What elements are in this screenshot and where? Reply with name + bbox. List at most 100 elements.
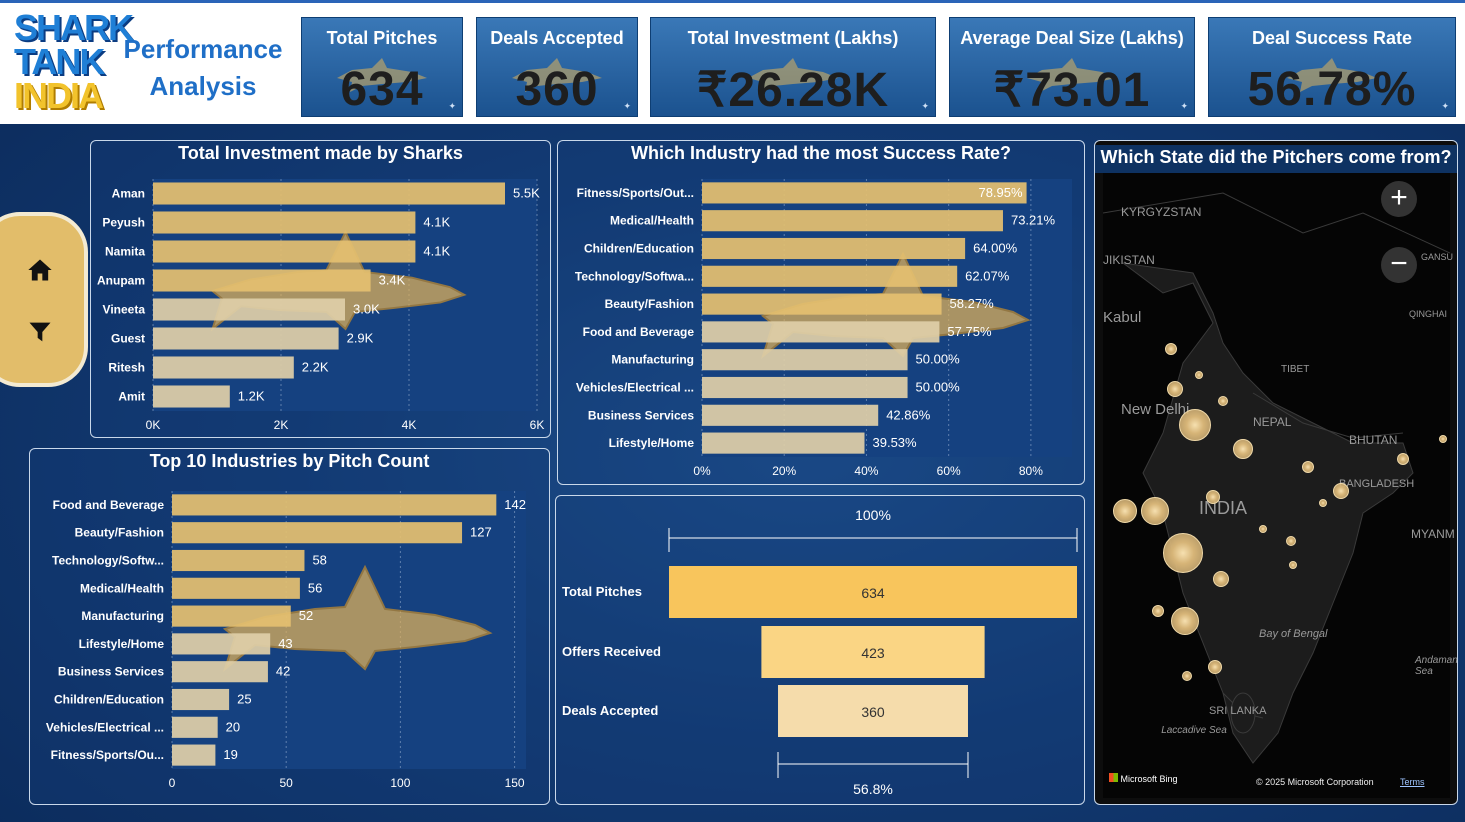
pitch-count-panel: Top 10 Industries by Pitch Count 0 50 100 1…	[29, 448, 550, 805]
map-bubble[interactable]	[1289, 561, 1297, 569]
map-bubble[interactable]	[1163, 533, 1203, 573]
navigation-sidebar	[0, 212, 88, 387]
bar	[702, 321, 940, 343]
data-label: 64.00%	[973, 241, 1018, 256]
category-label: Beauty/Fashion	[605, 297, 694, 311]
map-bubble[interactable]	[1195, 371, 1203, 379]
data-label: 25	[237, 692, 251, 707]
map-label: Kabul	[1103, 309, 1142, 326]
category-label: Technology/Softw...	[52, 554, 164, 568]
bar	[702, 210, 1003, 232]
pitch-count-bar-chart: 0 50 100 150 Food and Beverage 142 Beauty/Fash…	[46, 491, 526, 790]
terms-link[interactable]: Terms	[1400, 777, 1425, 787]
kpi-label: Deal Success Rate	[1251, 28, 1413, 48]
kpi-label: Total Pitches	[326, 28, 438, 48]
page-title-line2: Analysis	[149, 71, 257, 101]
category-label: Medical/Health	[80, 581, 164, 595]
map-bubble[interactable]	[1167, 381, 1183, 397]
category-label: Manufacturing	[81, 609, 164, 623]
category-label: Lifestyle/Home	[79, 637, 165, 651]
map-bubble[interactable]	[1397, 453, 1409, 465]
bar	[172, 577, 300, 599]
category-label: Ritesh	[108, 361, 145, 375]
investment-by-sharks-panel: Total Investment made by Sharks 0K 2K 4K 6K…	[90, 140, 551, 438]
kpi-value: ₹73.01	[993, 64, 1151, 117]
data-label: 50.00%	[916, 352, 961, 367]
map-bubble[interactable]	[1141, 497, 1169, 525]
map-bubble[interactable]	[1152, 605, 1164, 617]
bar	[153, 240, 416, 263]
bar	[172, 549, 305, 572]
zoom-in-button[interactable]: +	[1381, 181, 1417, 217]
map-bubble[interactable]	[1259, 525, 1267, 533]
bar	[172, 605, 291, 627]
category-label: Business Services	[58, 665, 164, 679]
data-label: 42	[276, 664, 290, 679]
bar	[153, 298, 345, 321]
map-label: Bay of Bengal	[1259, 628, 1328, 640]
map-label: GANSU	[1421, 252, 1454, 262]
shark-icon	[1027, 58, 1117, 92]
map-bubble[interactable]	[1171, 607, 1199, 635]
map-bubble[interactable]	[1182, 671, 1192, 681]
map-bubble[interactable]	[1208, 660, 1222, 674]
map-title: Which State did the Pitchers come from?	[1095, 145, 1457, 173]
map-label: BANGLADESH	[1339, 478, 1415, 490]
bar	[153, 356, 294, 379]
chart-title: Total Investment made by Sharks	[178, 143, 463, 163]
data-label: 56	[308, 580, 322, 595]
map-bubble[interactable]	[1319, 499, 1327, 507]
map-bubble[interactable]	[1213, 571, 1229, 587]
shark-icon	[337, 58, 427, 92]
funnel-bar	[778, 685, 968, 737]
bing-label: Microsoft Bing	[1120, 774, 1178, 784]
map-bubble[interactable]	[1179, 409, 1211, 441]
industry-success-panel: Which Industry had the most Success Rate…	[557, 140, 1085, 485]
chart-title: Which Industry had the most Success Rate…	[630, 143, 1012, 163]
map-canvas[interactable]: KYRGYZSTAN JIKISTAN Kabul GANSU QINGHAI …	[1103, 173, 1457, 798]
data-label: 127	[470, 525, 492, 540]
home-button[interactable]	[26, 256, 54, 284]
data-label: 2.2K	[302, 360, 329, 375]
funnel-value-label: 634	[861, 585, 885, 601]
filter-button[interactable]	[26, 318, 54, 346]
x-tick-label: 150	[505, 776, 525, 790]
map-bubble[interactable]	[1286, 536, 1296, 546]
data-label: 58	[312, 553, 326, 568]
map-bubble[interactable]	[1233, 439, 1253, 459]
x-tick-label: 6K	[530, 418, 545, 432]
x-tick-label: 40%	[854, 464, 878, 478]
map-copyright: © 2025 Microsoft Corporation	[1256, 777, 1374, 787]
category-label: Children/Education	[584, 242, 694, 256]
zoom-out-button[interactable]: −	[1381, 247, 1417, 283]
state-map-panel: Which State did the Pitchers come from? …	[1094, 140, 1458, 805]
map-bubble[interactable]	[1113, 499, 1137, 523]
map-bubble[interactable]	[1206, 490, 1220, 504]
map-label: QINGHAI	[1409, 309, 1448, 319]
map-label: NEPAL	[1253, 415, 1292, 429]
map-label: New Delhi	[1121, 401, 1190, 418]
data-label: 57.75%	[947, 324, 992, 339]
map-label: KYRGYZSTAN	[1121, 205, 1202, 219]
category-label: Medical/Health	[610, 214, 694, 228]
kpi-value: 634	[340, 63, 424, 116]
map-bubble[interactable]	[1218, 396, 1228, 406]
kpi-card-total-investment: Total Investment (Lakhs) ₹26.28K ✦	[650, 17, 936, 117]
bar	[172, 494, 497, 516]
map-bubble[interactable]	[1333, 483, 1349, 499]
data-label: 3.0K	[353, 302, 380, 317]
map-bubble[interactable]	[1439, 435, 1447, 443]
data-label: 20	[226, 719, 240, 734]
map-bubble[interactable]	[1302, 461, 1314, 473]
funnel-bar	[761, 626, 985, 678]
sparkle-icon: ✦	[448, 101, 456, 111]
category-label: Aman	[112, 187, 145, 201]
funnel-category-label: Offers Received	[562, 644, 661, 659]
map-bubble[interactable]	[1165, 343, 1177, 355]
microsoft-icon	[1109, 773, 1118, 782]
x-tick-label: 60%	[937, 464, 961, 478]
shark-icon	[512, 58, 602, 92]
category-label: Fitness/Sports/Ou...	[51, 748, 164, 762]
funnel-value-label: 360	[861, 704, 885, 720]
category-label: Children/Education	[54, 693, 164, 707]
